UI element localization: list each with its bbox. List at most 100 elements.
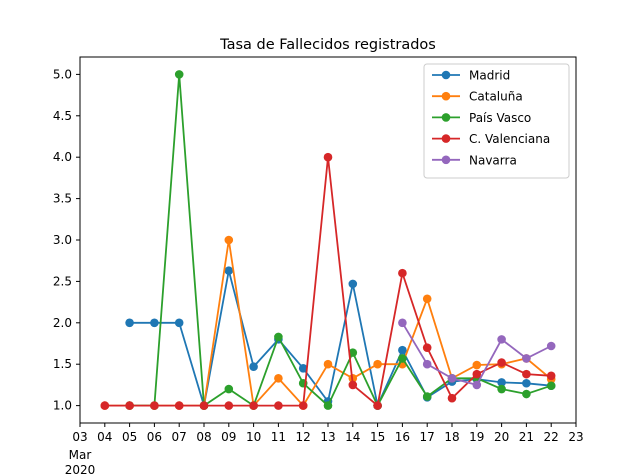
data-point	[522, 389, 531, 399]
data-point	[472, 369, 482, 379]
data-point	[546, 371, 556, 381]
y-tick-label: 2.5	[53, 274, 72, 288]
y-tick-label: 1.5	[53, 357, 72, 371]
x-tick-label: 18	[444, 430, 459, 444]
y-tick-label: 4.0	[53, 150, 72, 164]
data-point	[398, 268, 407, 278]
data-point	[274, 373, 283, 383]
x-tick-label: 23	[568, 430, 583, 444]
x-tick-label: 08	[196, 430, 211, 444]
data-point	[174, 318, 184, 328]
data-point	[447, 373, 457, 383]
data-point	[497, 335, 506, 344]
legend-marker	[441, 91, 451, 101]
legend-marker	[441, 70, 451, 80]
y-tick-label: 3.5	[53, 192, 72, 206]
x-tick-label: 07	[172, 430, 187, 444]
data-point	[497, 384, 506, 394]
x-tick-label: 20	[494, 430, 509, 444]
y-tick-label: 1.0	[53, 399, 72, 413]
x-tick-label: 19	[469, 430, 484, 444]
data-point	[249, 401, 258, 410]
data-point	[199, 401, 209, 410]
data-point	[125, 318, 134, 328]
x-tick-sublabel: Mar	[69, 448, 92, 462]
series-c-valenciana	[100, 152, 556, 410]
legend-marker	[441, 113, 451, 122]
data-point	[348, 348, 358, 357]
series-line	[129, 74, 552, 408]
x-tick-label: 05	[122, 430, 137, 444]
data-point	[422, 359, 432, 369]
data-point	[398, 354, 407, 363]
data-point	[298, 364, 308, 373]
y-tick-label: 3.0	[53, 233, 72, 247]
data-point	[373, 359, 382, 369]
x-tick-label: 03	[72, 430, 87, 444]
data-point	[398, 318, 407, 328]
data-point	[546, 381, 556, 391]
legend-label: País Vasco	[469, 111, 531, 125]
series-layer	[100, 70, 556, 410]
data-point	[150, 401, 159, 410]
legend-label: C. Valenciana	[469, 132, 550, 146]
x-tick-label: 14	[345, 430, 360, 444]
x-tick-label: 15	[370, 430, 385, 444]
data-point	[224, 384, 234, 394]
legend: Madrid Cataluña País Vasco C. Valenciana Nav…	[423, 63, 570, 179]
x-tick-label: 09	[221, 430, 236, 444]
data-point	[522, 378, 531, 388]
legend-label: Madrid	[469, 69, 510, 83]
x-tick-label: 17	[420, 430, 435, 444]
data-point	[323, 401, 333, 410]
data-point	[224, 266, 234, 275]
x-tick-sublabel: 2020	[65, 463, 96, 474]
chart-title: Tasa de Fallecidos registrados	[219, 37, 436, 53]
data-point	[249, 362, 258, 371]
data-point	[497, 358, 506, 367]
data-point	[323, 359, 333, 369]
data-point	[472, 360, 482, 370]
data-point	[348, 279, 358, 289]
data-point	[174, 401, 184, 410]
x-tick-label: 22	[544, 430, 559, 444]
data-point	[224, 401, 234, 410]
data-point	[125, 401, 134, 410]
data-point	[398, 345, 407, 355]
data-point	[348, 380, 358, 390]
x-tick-label: 11	[271, 430, 286, 444]
data-point	[522, 354, 531, 363]
y-tick-label: 2.0	[53, 316, 72, 330]
data-point	[323, 152, 333, 162]
x-tick-label: 13	[320, 430, 335, 444]
data-point	[447, 393, 457, 403]
legend-marker	[441, 134, 451, 143]
y-tick-label: 5.0	[53, 67, 72, 81]
data-point	[274, 332, 283, 342]
x-tick-label: 12	[296, 430, 311, 444]
legend-label: Cataluña	[469, 90, 523, 104]
legend-label: Navarra	[469, 153, 517, 167]
data-point	[422, 294, 432, 304]
data-point	[274, 401, 283, 410]
legend-marker	[441, 155, 451, 165]
data-point	[224, 235, 234, 245]
legend-box	[423, 63, 570, 179]
data-point	[150, 318, 159, 328]
data-point	[298, 401, 308, 410]
y-tick-label: 4.5	[53, 109, 72, 123]
x-tick-label: 06	[147, 430, 162, 444]
data-point	[100, 401, 110, 410]
data-point	[174, 70, 184, 79]
y-axis: 1.0 1.5 2.0 2.5 3.0 3.5 4.0 4.5 5.0	[53, 67, 80, 413]
x-tick-label: 16	[395, 430, 410, 444]
data-point	[522, 369, 531, 379]
x-tick-label: 04	[97, 430, 112, 444]
x-tick-label: 10	[246, 430, 261, 444]
series-navarra	[398, 318, 556, 390]
data-point	[472, 380, 482, 390]
data-point	[422, 392, 432, 401]
x-tick-label: 21	[519, 430, 534, 444]
data-point	[373, 401, 382, 410]
